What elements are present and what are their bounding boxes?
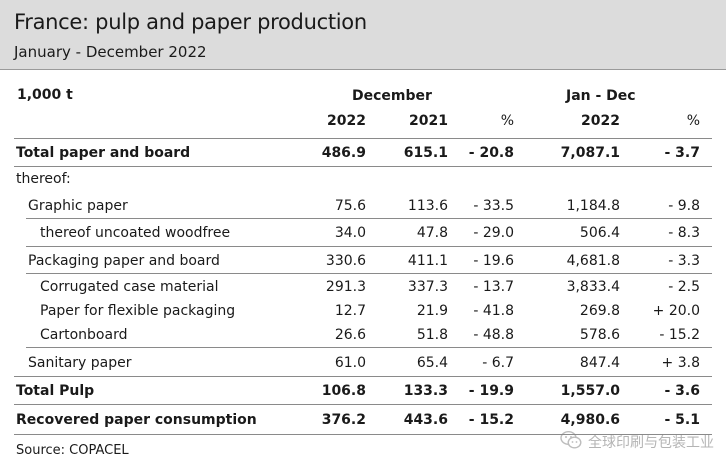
source-note: Source: COPACEL bbox=[16, 443, 129, 458]
header-divider bbox=[14, 138, 712, 139]
row-label: thereof uncoated woodfree bbox=[40, 225, 231, 241]
row-label: thereof: bbox=[16, 171, 71, 187]
cell-dec-2022: 106.8 bbox=[321, 383, 366, 399]
cell-jd-pct: - 2.5 bbox=[668, 279, 700, 295]
cell-jd-pct: - 15.2 bbox=[659, 327, 700, 343]
cell-dec-pct: - 20.8 bbox=[468, 145, 514, 161]
cell-jd-pct: - 3.7 bbox=[664, 145, 701, 161]
cell-jd-2022: 1,184.8 bbox=[566, 198, 620, 214]
cell-dec-2021: 133.3 bbox=[403, 383, 448, 399]
group-header-december: December bbox=[352, 88, 432, 104]
cell-jd-2022: 1,557.0 bbox=[560, 383, 620, 399]
cell-dec-2021: 47.8 bbox=[416, 225, 448, 241]
cell-jd-2022: 269.8 bbox=[579, 303, 620, 319]
table-row: Total paper and board 486.9 615.1 - 20.8… bbox=[14, 141, 712, 165]
table-row: Sanitary paper 61.0 65.4 - 6.7 847.4 + 3… bbox=[14, 351, 712, 375]
cell-dec-pct: - 41.8 bbox=[473, 303, 514, 319]
row-label: Packaging paper and board bbox=[28, 253, 220, 269]
cell-dec-pct: - 13.7 bbox=[473, 279, 514, 295]
row-label: Paper for flexible packaging bbox=[40, 303, 236, 319]
cell-dec-2021: 65.4 bbox=[416, 355, 448, 371]
row-divider bbox=[26, 347, 712, 348]
cell-dec-pct: - 48.8 bbox=[473, 327, 514, 343]
row-label: Corrugated case material bbox=[40, 279, 219, 295]
cell-dec-2021: 615.1 bbox=[403, 145, 448, 161]
cell-jd-2022: 847.4 bbox=[579, 355, 620, 371]
cell-jd-pct: - 3.6 bbox=[664, 383, 701, 399]
cell-dec-pct: - 19.6 bbox=[473, 253, 514, 269]
watermark-text: 全球印刷与包装工业 bbox=[588, 435, 714, 451]
cell-dec-2021: 443.6 bbox=[403, 412, 448, 428]
row-label: Sanitary paper bbox=[28, 355, 132, 371]
row-label: Total Pulp bbox=[16, 383, 95, 399]
page-title: France: pulp and paper production bbox=[14, 10, 367, 34]
row-divider bbox=[26, 246, 712, 247]
cell-jd-pct: - 9.8 bbox=[668, 198, 700, 214]
cell-dec-2021: 51.8 bbox=[416, 327, 448, 343]
row-label: Cartonboard bbox=[40, 327, 128, 343]
cell-dec-2021: 21.9 bbox=[416, 303, 448, 319]
table-row: Total Pulp 106.8 133.3 - 19.9 1,557.0 - … bbox=[14, 379, 712, 403]
cell-dec-2022: 61.0 bbox=[334, 355, 366, 371]
report-header: France: pulp and paper production Januar… bbox=[0, 0, 726, 70]
table-row: Cartonboard 26.6 51.8 - 48.8 578.6 - 15.… bbox=[14, 323, 712, 347]
cell-jd-2022: 578.6 bbox=[579, 327, 620, 343]
cell-dec-2022: 330.6 bbox=[325, 253, 366, 269]
col-header-2022: 2022 bbox=[327, 113, 366, 129]
cell-dec-2022: 486.9 bbox=[321, 145, 366, 161]
cell-jd-pct: + 20.0 bbox=[652, 303, 700, 319]
cell-dec-pct: - 15.2 bbox=[468, 412, 514, 428]
cell-dec-2022: 26.6 bbox=[334, 327, 366, 343]
row-label: Total paper and board bbox=[16, 145, 191, 161]
table-row: Packaging paper and board 330.6 411.1 - … bbox=[14, 249, 712, 273]
cell-dec-pct: - 33.5 bbox=[473, 198, 514, 214]
unit-label: 1,000 t bbox=[17, 87, 73, 103]
col-header-jd-2022: 2022 bbox=[581, 113, 620, 129]
cell-dec-2022: 34.0 bbox=[334, 225, 366, 241]
table-row: thereof uncoated woodfree 34.0 47.8 - 29… bbox=[14, 221, 712, 245]
row-divider bbox=[14, 166, 712, 167]
cell-dec-2022: 291.3 bbox=[325, 279, 366, 295]
cell-dec-2021: 113.6 bbox=[407, 198, 448, 214]
row-divider bbox=[26, 273, 712, 274]
col-header-pct: % bbox=[500, 113, 514, 129]
cell-jd-pct: - 5.1 bbox=[664, 412, 701, 428]
cell-dec-2022: 75.6 bbox=[334, 198, 366, 214]
table-row: Corrugated case material 291.3 337.3 - 1… bbox=[14, 275, 712, 299]
cell-dec-2022: 12.7 bbox=[334, 303, 366, 319]
col-header-2021: 2021 bbox=[409, 113, 448, 129]
cell-jd-2022: 506.4 bbox=[579, 225, 620, 241]
row-divider bbox=[14, 376, 712, 377]
table-row: Paper for flexible packaging 12.7 21.9 -… bbox=[14, 299, 712, 323]
cell-jd-2022: 4,681.8 bbox=[566, 253, 620, 269]
page-subtitle: January - December 2022 bbox=[14, 43, 207, 61]
group-header-jan-dec: Jan - Dec bbox=[566, 88, 636, 104]
cell-dec-pct: - 29.0 bbox=[473, 225, 514, 241]
cell-jd-pct: + 3.8 bbox=[661, 355, 700, 371]
table-row: thereof: bbox=[14, 167, 712, 191]
row-label: Recovered paper consumption bbox=[16, 412, 257, 428]
watermark: 全球印刷与包装工业 bbox=[560, 430, 714, 454]
wechat-icon bbox=[560, 430, 582, 454]
table-row: Recovered paper consumption 376.2 443.6 … bbox=[14, 408, 712, 432]
row-divider bbox=[26, 218, 712, 219]
table-bottom-rule bbox=[14, 434, 712, 435]
cell-jd-pct: - 8.3 bbox=[668, 225, 700, 241]
table-row: Graphic paper 75.6 113.6 - 33.5 1,184.8 … bbox=[14, 194, 712, 218]
cell-jd-2022: 4,980.6 bbox=[560, 412, 620, 428]
cell-jd-2022: 3,833.4 bbox=[566, 279, 620, 295]
cell-jd-pct: - 3.3 bbox=[668, 253, 700, 269]
cell-dec-pct: - 19.9 bbox=[468, 383, 514, 399]
col-header-jd-pct: % bbox=[686, 113, 700, 129]
row-label: Graphic paper bbox=[28, 198, 128, 214]
cell-dec-pct: - 6.7 bbox=[482, 355, 514, 371]
row-divider bbox=[14, 404, 712, 405]
cell-jd-2022: 7,087.1 bbox=[560, 145, 620, 161]
cell-dec-2022: 376.2 bbox=[321, 412, 366, 428]
cell-dec-2021: 411.1 bbox=[407, 253, 448, 269]
cell-dec-2021: 337.3 bbox=[407, 279, 448, 295]
